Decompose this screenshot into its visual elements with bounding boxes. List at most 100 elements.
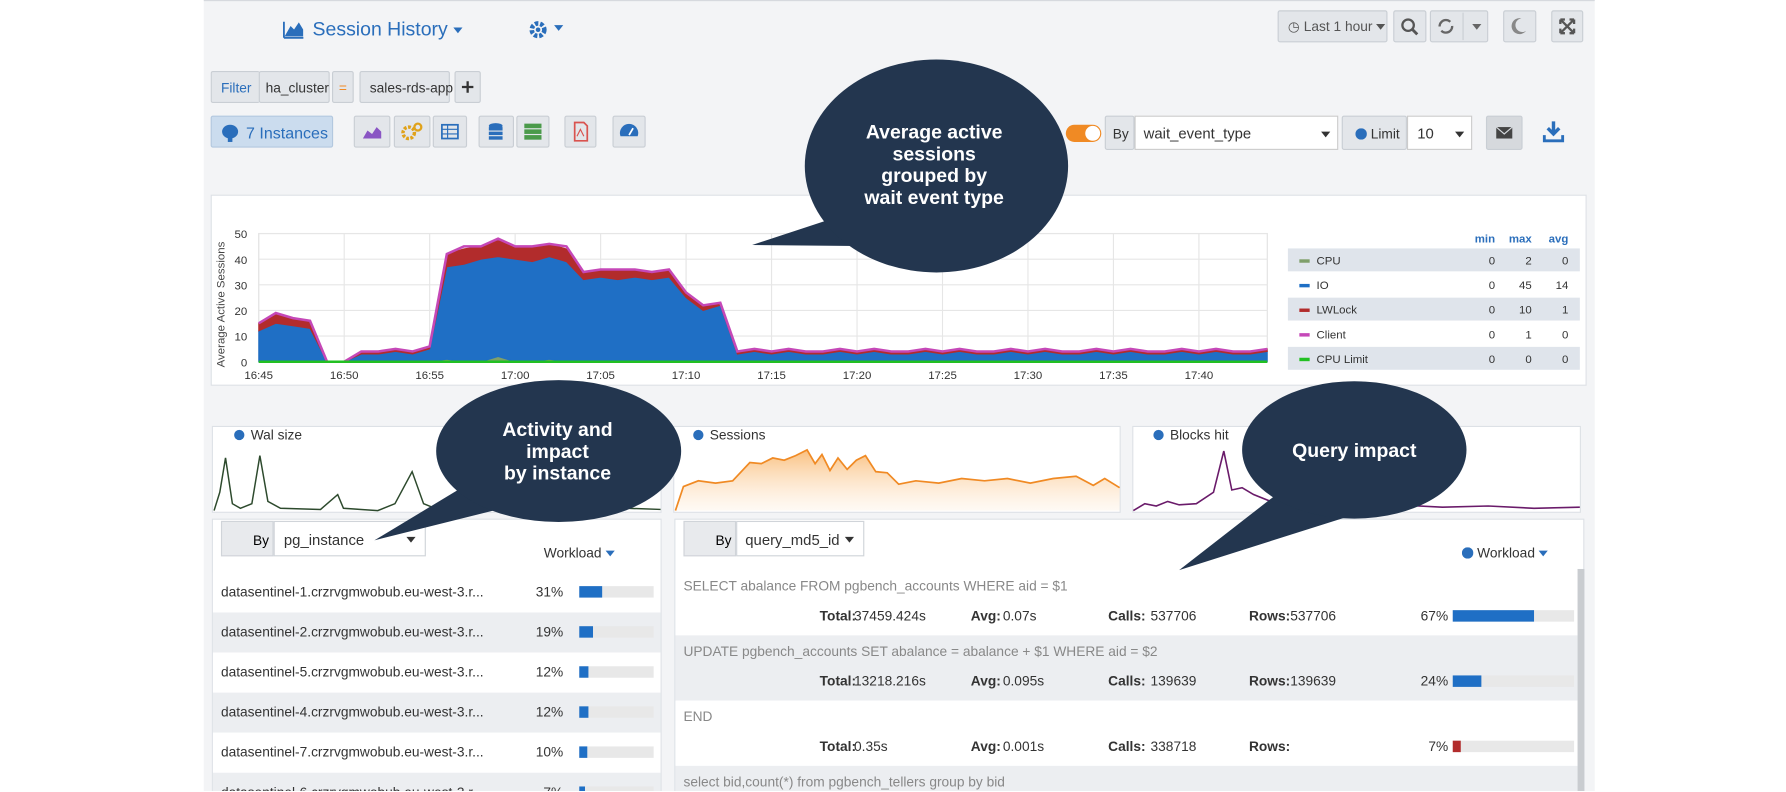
legend-value: 0 bbox=[1562, 255, 1568, 267]
sparkline bbox=[213, 455, 661, 512]
toggle[interactable] bbox=[1065, 124, 1102, 142]
page-title[interactable]: Session History bbox=[313, 18, 463, 41]
settings[interactable] bbox=[529, 19, 564, 45]
filter-value[interactable]: sales-rds-app bbox=[359, 70, 453, 104]
instance-row[interactable]: datasentinel-2.crzrvgmwobub.eu-west-3.r.… bbox=[212, 612, 661, 653]
y-tick-label: 0 bbox=[241, 357, 247, 369]
refresh-button[interactable] bbox=[1429, 10, 1489, 43]
stat-label: Rows: bbox=[1248, 673, 1291, 690]
bar-track bbox=[579, 586, 654, 598]
help-icon bbox=[1461, 547, 1474, 559]
main-chart: 0 10 20 30 40 50 16:45 16:50 16:55 17:00 17:05 17:1… bbox=[215, 229, 1268, 382]
sparkline-title: Wal size bbox=[251, 428, 303, 443]
download-button[interactable] bbox=[1534, 116, 1572, 150]
area-icon bbox=[362, 127, 382, 139]
moon-icon bbox=[1511, 18, 1527, 35]
query-sort[interactable]: Workload bbox=[1461, 545, 1548, 561]
export-pdf[interactable] bbox=[564, 115, 597, 148]
instance-by-value: pg_instance bbox=[283, 531, 365, 549]
legend-value: 1 bbox=[1562, 305, 1568, 317]
query-text: select bid,count(*) from pgbench_tellers… bbox=[683, 773, 1005, 790]
view-dashboard[interactable] bbox=[612, 115, 646, 148]
legend-label[interactable]: CPU Limit bbox=[1317, 354, 1369, 366]
y-tick-label: 30 bbox=[235, 280, 248, 292]
db-icon bbox=[488, 123, 503, 140]
series-line bbox=[258, 237, 1268, 364]
y-tick-label: 50 bbox=[235, 229, 248, 241]
sparkline bbox=[1132, 450, 1580, 512]
time-range-text: Last 1 hour bbox=[1303, 18, 1373, 35]
y-tick-label: 10 bbox=[235, 332, 248, 344]
zoom-icon bbox=[1401, 18, 1419, 36]
view-chart[interactable] bbox=[353, 115, 391, 148]
add-filter[interactable] bbox=[454, 70, 481, 104]
filter-operator[interactable]: = bbox=[331, 70, 354, 104]
instances-button[interactable]: 7 Instances bbox=[210, 115, 334, 148]
caret bbox=[1538, 551, 1548, 557]
filter-label: Filter bbox=[210, 70, 260, 104]
mail-button[interactable] bbox=[1485, 115, 1523, 150]
x-tick-label: 17:20 bbox=[843, 370, 872, 382]
limit-select[interactable]: 10 bbox=[1406, 115, 1473, 150]
view-database[interactable] bbox=[478, 115, 515, 148]
workload-bar bbox=[1452, 610, 1535, 622]
x-tick-label: 17:05 bbox=[586, 370, 615, 382]
legend-value: 0 bbox=[1525, 354, 1531, 366]
chart-icon bbox=[282, 21, 304, 39]
workload-bar bbox=[1452, 675, 1482, 687]
caret bbox=[1321, 131, 1331, 138]
workload-bar bbox=[579, 626, 594, 638]
workload-label: 12% bbox=[535, 663, 564, 681]
refresh-icon bbox=[1438, 12, 1482, 41]
stat-label: Avg: bbox=[970, 607, 1001, 624]
bar-track bbox=[579, 746, 654, 758]
help-icon bbox=[1355, 128, 1367, 140]
query-row[interactable]: END Total: 0.35s Avg: 0.001s Calls: 338718 Rows… bbox=[675, 700, 1578, 766]
legend-row-bg bbox=[1287, 346, 1580, 370]
legend-header: max bbox=[1509, 234, 1533, 246]
sparkline-title: Sessions bbox=[710, 428, 766, 443]
stat-label: Calls: bbox=[1108, 607, 1146, 624]
x-tick-label: 17:15 bbox=[757, 370, 786, 382]
fullscreen-button[interactable] bbox=[1551, 10, 1584, 43]
theme-button[interactable] bbox=[1503, 10, 1537, 43]
instance-row[interactable]: datasentinel-6.crzrvgmwobub.eu-west-3.r.… bbox=[212, 772, 661, 792]
query-by-select[interactable]: query_md5_id bbox=[736, 520, 865, 557]
scrollbar[interactable] bbox=[1577, 568, 1585, 792]
y-axis-label: Average Active Sessions bbox=[215, 241, 227, 367]
instance-by-select[interactable]: pg_instance bbox=[273, 520, 426, 557]
view-servers[interactable] bbox=[516, 115, 550, 148]
legend-value: 2 bbox=[1525, 255, 1531, 267]
group-by-select[interactable]: wait_event_type bbox=[1134, 115, 1339, 150]
legend-value: 0 bbox=[1489, 280, 1495, 292]
workload-label: 7% bbox=[1428, 738, 1449, 755]
legend-label[interactable]: IO bbox=[1317, 280, 1329, 292]
caret bbox=[1455, 131, 1465, 138]
x-tick-label: 17:00 bbox=[501, 370, 530, 382]
instance-name: datasentinel-2.crzrvgmwobub.eu-west-3.r.… bbox=[220, 623, 484, 640]
legend-label[interactable]: CPU bbox=[1317, 255, 1341, 267]
filter-key[interactable]: ha_cluster bbox=[258, 70, 330, 104]
sparklines: Wal size Sessions Blocks hit bbox=[213, 428, 1580, 512]
instance-row[interactable]: datasentinel-7.crzrvgmwobub.eu-west-3.r.… bbox=[212, 732, 661, 773]
group-by-value: wait_event_type bbox=[1143, 124, 1252, 142]
workload-label: 31% bbox=[535, 583, 564, 600]
view-table[interactable] bbox=[432, 115, 468, 148]
bar-track bbox=[1452, 675, 1575, 687]
instance-row[interactable]: datasentinel-4.crzrvgmwobub.eu-west-3.r.… bbox=[212, 692, 661, 733]
x-tick-label: 17:35 bbox=[1099, 370, 1128, 382]
zoom-button[interactable] bbox=[1393, 10, 1427, 43]
view-gears[interactable] bbox=[393, 115, 431, 148]
table-icon bbox=[441, 123, 459, 140]
time-range[interactable]: ◷ Last 1 hour bbox=[1277, 10, 1388, 43]
query-row[interactable]: select bid,count(*) from pgbench_tellers… bbox=[675, 765, 1578, 792]
instance-sort[interactable]: Workload bbox=[544, 545, 615, 561]
legend-label[interactable]: LWLock bbox=[1317, 305, 1358, 317]
instance-row[interactable]: datasentinel-5.crzrvgmwobub.eu-west-3.r.… bbox=[212, 652, 661, 693]
query-row[interactable]: SELECT abalance FROM pgbench_accounts WH… bbox=[675, 570, 1578, 636]
legend-label[interactable]: Client bbox=[1317, 329, 1347, 341]
bar-track bbox=[579, 666, 654, 678]
query-row[interactable]: UPDATE pgbench_accounts SET abalance = a… bbox=[675, 635, 1578, 701]
instance-row[interactable]: datasentinel-1.crzrvgmwobub.eu-west-3.r.… bbox=[212, 572, 661, 613]
